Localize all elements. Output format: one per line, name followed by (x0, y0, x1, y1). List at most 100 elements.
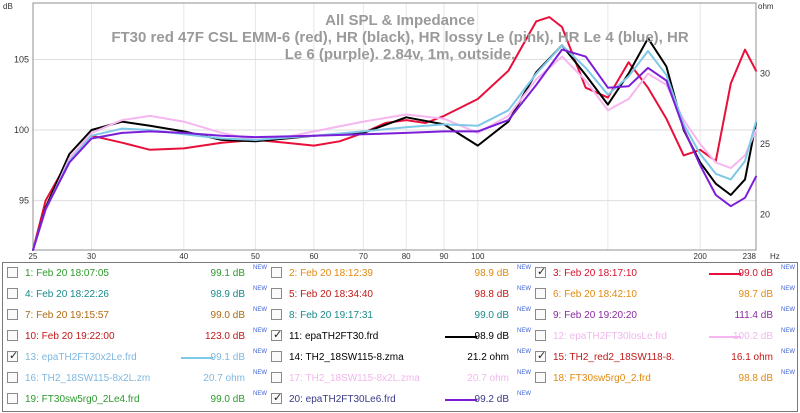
legend-entry-value: 111.4 dB (734, 310, 773, 321)
legend-entry[interactable]: 5: Feb 20 18:34:40 98.8 dB NEW (267, 284, 531, 305)
series-visibility-checkbox[interactable] (271, 351, 282, 362)
checkmark-icon: ✓ (9, 349, 19, 362)
legend-entry-value: 99.0 dB (210, 310, 245, 321)
series-visibility-checkbox[interactable] (535, 288, 546, 299)
series-visibility-checkbox[interactable] (535, 309, 546, 320)
legend-entry-label: 14: TH2_18SW115-8.zma (289, 352, 404, 363)
legend-entry[interactable]: ✓ 20: epaTH2FT30Le6.frd 99.2 dB NEW (267, 389, 531, 410)
chart-grid (33, 3, 756, 250)
legend-entry[interactable]: 2: Feb 20 18:12:39 98.9 dB NEW (267, 263, 531, 284)
right-tick-label: 20 (760, 210, 770, 220)
checkmark-icon: ✓ (537, 265, 547, 278)
legend-entry[interactable]: 10: Feb 20 19:22:00 123.0 dB NEW (3, 326, 267, 347)
chart-title-line: All SPL & Impedance (325, 12, 475, 29)
series-visibility-checkbox[interactable] (7, 267, 18, 278)
new-badge: NEW (781, 349, 795, 355)
legend-entry[interactable]: ✓ 15: TH2_red2_18SW118-8. 16.1 ohm NEW (531, 347, 795, 368)
series-color-swatch (445, 399, 477, 401)
new-badge: NEW (517, 307, 531, 313)
legend-row: 10: Feb 20 19:22:00 123.0 dB NEW ✓ 11: epaTH… (3, 326, 797, 347)
x-tick-label: 90 (440, 252, 449, 261)
chart-ticks: 25 30 40 50 60 70 80 90 100 200 238 95 100 105 20 25 30 (14, 54, 770, 261)
legend-row: ✓ 13: epaTH2FT30x2Le.frd 99.1 dB NEW 14: TH2… (3, 347, 797, 368)
new-badge: NEW (781, 370, 795, 376)
series-visibility-checkbox[interactable] (271, 309, 282, 320)
axis-units: dB ohm Hz (3, 2, 780, 261)
new-badge: NEW (517, 370, 531, 376)
legend-entry[interactable]: 18: FT30sw5rg0_2.frd 98.8 dB NEW (531, 368, 795, 389)
series-visibility-checkbox[interactable] (7, 309, 18, 320)
legend-entry[interactable]: ✓ 13: epaTH2FT30x2Le.frd 99.1 dB NEW (3, 347, 267, 368)
y-tick-label: 95 (19, 196, 29, 206)
series-color-swatch (709, 336, 741, 338)
legend-entry-value: 123.0 dB (204, 331, 245, 342)
series-visibility-checkbox[interactable] (271, 372, 282, 383)
right-axis-unit: ohm (758, 2, 774, 11)
new-badge: NEW (253, 349, 267, 355)
legend-entry-label: 2: Feb 20 18:12:39 (289, 268, 373, 279)
legend-entry[interactable]: 6: Feb 20 18:42:10 98.7 dB NEW (531, 284, 795, 305)
legend-entry[interactable]: 19: FT30sw5rg0_2Le4.frd 99.0 dB NEW (3, 389, 267, 410)
legend-entry-label: 5: Feb 20 18:34:40 (289, 289, 373, 300)
legend-entry-value: 98.8 dB (738, 373, 773, 384)
legend-entry[interactable]: 16: TH2_18SW115-8x2L.zm 20.7 ohm NEW (3, 368, 267, 389)
legend-entry-label: 7: Feb 20 19:15:57 (25, 310, 109, 321)
series-visibility-checkbox[interactable] (7, 330, 18, 341)
legend-entry-value: 20.7 ohm (203, 373, 245, 384)
series-color-swatch (709, 273, 741, 275)
legend-entry[interactable]: 9: Feb 20 19:20:20 111.4 dB NEW (531, 305, 795, 326)
new-badge: NEW (781, 265, 795, 271)
series-visibility-checkbox[interactable]: ✓ (535, 349, 546, 362)
series-visibility-checkbox[interactable]: ✓ (271, 328, 283, 341)
x-tick-label: 80 (402, 252, 411, 261)
legend-entry-label: 16: TH2_18SW115-8x2L.zm (25, 373, 151, 384)
chart-title-line: FT30 red 47F CSL EMM-6 (red), HR (black)… (111, 29, 688, 46)
series-color-swatch (181, 357, 213, 359)
series-visibility-checkbox[interactable]: ✓ (535, 265, 547, 278)
legend-entry[interactable]: 1: Feb 20 18:07:05 99.1 dB NEW (3, 263, 267, 284)
series-visibility-checkbox[interactable]: ✓ (7, 349, 19, 362)
legend-entry[interactable]: 17: TH2_18SW115-8x2L.zma 20.7 ohm NEW (267, 368, 531, 389)
legend-entry[interactable]: 14: TH2_18SW115-8.zma 21.2 ohm NEW (267, 347, 531, 368)
x-tick-label: 30 (87, 252, 96, 261)
new-badge: NEW (253, 265, 267, 271)
legend-entry-label: 8: Feb 20 19:17:31 (289, 310, 373, 321)
series-visibility-checkbox[interactable] (7, 393, 18, 404)
legend-entry[interactable] (531, 389, 795, 410)
spl-impedance-chart: 25 30 40 50 60 70 80 90 100 200 23895100105202530 … (3, 2, 780, 261)
legend-entry[interactable]: 12: epaTH2FT30losLe.frd 100.2 dB NEW (531, 326, 795, 347)
legend-entry[interactable]: 4: Feb 20 18:22:26 98.9 dB NEW (3, 284, 267, 305)
series-visibility-checkbox[interactable] (271, 267, 282, 278)
new-badge: NEW (253, 286, 267, 292)
legend-entry[interactable]: 8: Feb 20 19:17:31 99.0 dB NEW (267, 305, 531, 326)
series-visibility-checkbox[interactable]: ✓ (271, 391, 283, 404)
new-badge: NEW (253, 391, 267, 397)
series-line-5 (32, 48, 757, 251)
legend-row: 19: FT30sw5rg0_2Le4.frd 99.0 dB NEW ✓ 20: ep… (3, 389, 797, 410)
checkmark-icon: ✓ (273, 328, 283, 341)
legend-entry-label: 11: epaTH2FT30.frd (289, 331, 379, 342)
series-visibility-checkbox[interactable] (535, 330, 546, 341)
legend-entry[interactable]: ✓ 3: Feb 20 18:17:10 99.0 dB NEW (531, 263, 795, 284)
legend-entry-value: 100.2 dB (732, 331, 773, 342)
legend-entry-value: 21.2 ohm (467, 352, 509, 363)
legend-entry[interactable]: ✓ 11: epaTH2FT30.frd 98.9 dB NEW (267, 326, 531, 347)
series-visibility-checkbox[interactable] (271, 288, 282, 299)
checkmark-icon: ✓ (273, 391, 283, 404)
legend-entry-value: 98.9 dB (210, 289, 245, 300)
y-tick-label: 100 (14, 125, 29, 135)
legend-entry-value: 16.1 ohm (731, 352, 773, 363)
series-visibility-checkbox[interactable] (7, 288, 18, 299)
series-visibility-checkbox[interactable] (535, 372, 546, 383)
x-tick-label: 50 (251, 252, 260, 261)
legend-entry-label: 15: TH2_red2_18SW118-8. (553, 352, 675, 363)
x-tick-label: 60 (309, 252, 318, 261)
new-badge: NEW (517, 286, 531, 292)
series-visibility-checkbox[interactable] (7, 372, 18, 383)
legend-entry-label: 13: epaTH2FT30x2Le.frd (25, 352, 137, 363)
new-badge: NEW (253, 370, 267, 376)
left-axis-unit: dB (3, 2, 13, 11)
legend-entry[interactable]: 7: Feb 20 19:15:57 99.0 dB NEW (3, 305, 267, 326)
legend-entry-value: 98.8 dB (474, 289, 509, 300)
